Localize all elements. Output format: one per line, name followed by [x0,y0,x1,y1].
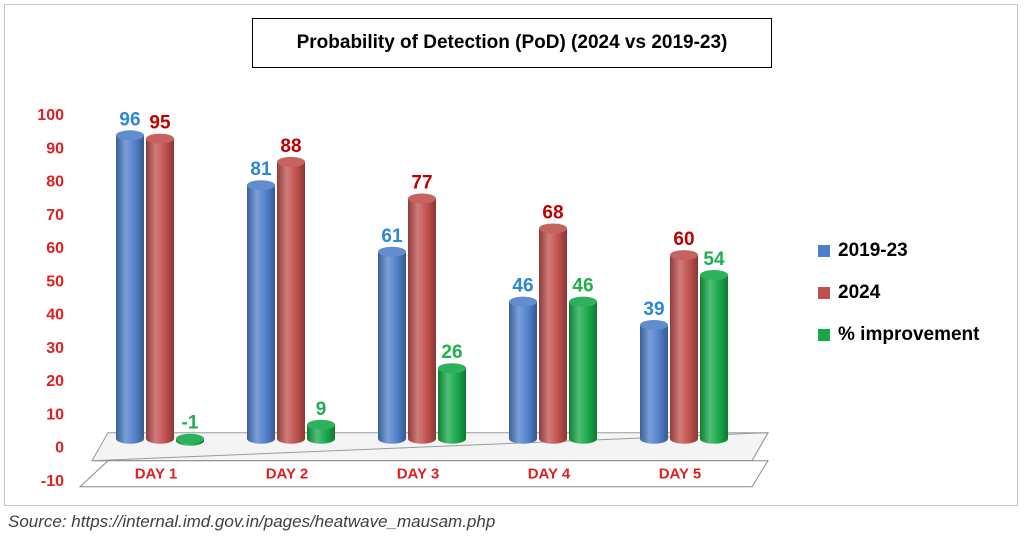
bar-bottom [378,433,406,444]
data-label: 61 [381,226,403,247]
y-tick-label: 60 [46,240,64,257]
bar [146,138,174,439]
y-tick-label: 50 [46,273,64,290]
bar-bottom [670,433,698,444]
legend-label-2019-23: 2019-23 [838,240,908,261]
bar-bottom [509,433,537,444]
bar [640,324,668,439]
data-label: 46 [512,276,533,297]
legend-swatch-2024 [818,287,830,299]
bar-top [509,296,537,307]
bar-bottom [146,433,174,444]
bar-top [277,156,305,167]
data-label: 77 [411,173,432,194]
source-caption: Source: https://internal.imd.gov.in/page… [8,512,496,531]
bar-top [176,433,204,444]
category-label: DAY 2 [266,466,309,483]
bar-top [670,250,698,261]
category-label: DAY 5 [659,466,702,483]
data-label: 26 [441,342,462,363]
y-tick-label: 10 [46,406,64,423]
bar-bottom [247,433,275,444]
legend-swatch-improvement [818,329,830,341]
data-label: 81 [250,159,272,180]
y-tick-label: 0 [55,440,64,457]
bar-top [569,296,597,307]
bar [247,185,275,439]
bar-top [539,223,567,234]
bar [277,161,305,439]
bar-top [438,363,466,374]
bar-top [307,419,335,430]
category-label: DAY 1 [135,466,178,483]
y-tick-label: 90 [46,140,64,157]
bar [408,198,436,439]
chart-legend: 2019-23 2024 % improvement [818,230,979,356]
bar [539,228,567,439]
data-label: 95 [149,113,171,134]
y-tick-label: 100 [37,107,64,124]
y-tick-label: 70 [46,207,64,224]
bar-top [408,193,436,204]
legend-label-improvement: % improvement [838,324,980,345]
bar [116,135,144,439]
data-label: 68 [542,202,563,223]
data-label: 9 [316,399,327,420]
y-tick-label: 20 [46,373,64,390]
category-label: DAY 3 [397,466,440,483]
legend-item-2024: 2024 [818,272,979,314]
bar [569,301,597,439]
bar-bottom [116,433,144,444]
y-tick-label: 80 [46,174,64,191]
chart-title-box: Probability of Detection (PoD) (2024 vs … [252,18,772,68]
bar-top [247,180,275,191]
bar [509,301,537,439]
chart-title: Probability of Detection (PoD) (2024 vs … [296,32,728,53]
y-tick-label: 30 [46,340,64,357]
data-label: 88 [280,136,301,157]
bar-top [700,270,728,281]
legend-label-2024: 2024 [838,282,881,303]
bar-bottom [438,433,466,444]
bar [438,368,466,439]
data-label: 54 [703,249,725,270]
data-label: 39 [643,299,664,320]
category-axis-band [78,460,769,488]
data-label: -1 [182,413,199,434]
data-label: 96 [119,109,140,130]
legend-swatch-2019-23 [818,245,830,257]
bar [700,275,728,439]
bar-bottom [408,433,436,444]
data-label: 60 [673,229,694,250]
category-label: DAY 4 [528,466,571,483]
bar [378,251,406,439]
data-label: 46 [572,276,593,297]
legend-item-improvement: % improvement [818,314,979,356]
bar-top [116,130,144,141]
bar [670,255,698,439]
y-tick-label: 40 [46,307,64,324]
legend-item-2019-23: 2019-23 [818,230,979,272]
bar-bottom [539,433,567,444]
bar-bottom [307,433,335,444]
bar-bottom [277,433,305,444]
bar-bottom [569,433,597,444]
y-tick-label: -10 [41,473,64,490]
bar-bottom [640,433,668,444]
bar-bottom [700,433,728,444]
bar-top [146,133,174,144]
bar-top [640,319,668,330]
bar-top [378,246,406,257]
